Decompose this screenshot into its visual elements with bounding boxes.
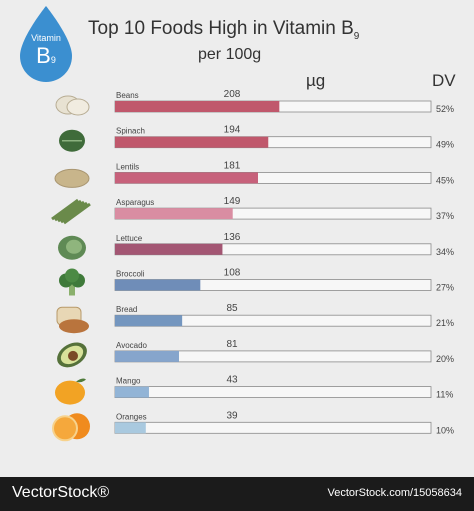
value-label: 181 <box>224 160 241 171</box>
dv-label: 34% <box>436 247 454 257</box>
category-label: Lentils <box>116 162 139 171</box>
value-label: 39 <box>226 410 238 421</box>
dv-label: 11% <box>436 390 453 400</box>
bar <box>115 350 179 362</box>
asparagus-stalk <box>63 202 91 225</box>
category-label: Oranges <box>116 412 147 421</box>
bar <box>115 315 183 327</box>
watermark-bar: VectorStock® VectorStock.com/15058634 <box>0 477 474 511</box>
bar <box>115 386 149 398</box>
lettuce-heart <box>66 239 82 254</box>
dv-label: 37% <box>436 211 454 221</box>
dv-label: 49% <box>436 140 454 150</box>
dv-column-header: DV <box>432 71 456 90</box>
value-label: 149 <box>224 196 241 207</box>
value-label: 194 <box>224 125 241 136</box>
asparagus-stalk <box>51 198 79 221</box>
value-label: 81 <box>226 339 238 350</box>
category-label: Asparagus <box>116 198 154 207</box>
category-label: Broccoli <box>116 270 145 279</box>
watermark-id: VectorStock.com/15058634 <box>327 487 462 499</box>
broccoli-stem <box>69 283 75 296</box>
asparagus-stalk <box>60 201 88 224</box>
bar <box>115 243 223 255</box>
avocado-pit <box>68 350 78 361</box>
value-label: 85 <box>226 303 238 314</box>
water-drop-icon <box>20 6 72 82</box>
category-label: Mango <box>116 377 141 386</box>
dv-label: 20% <box>436 354 454 364</box>
lentils-pile <box>54 168 90 188</box>
category-label: Lettuce <box>116 234 143 243</box>
infographic: Vitamin B9 Top 10 Foods High in Vitamin … <box>20 6 456 442</box>
badge-vitamin-label: Vitamin <box>31 33 61 43</box>
bread-loaf <box>59 319 89 334</box>
bar <box>115 136 269 148</box>
orange-half <box>52 415 78 442</box>
asparagus-stalk <box>54 199 82 222</box>
dv-label: 52% <box>436 104 454 114</box>
bean-shape <box>66 98 90 116</box>
bar <box>115 172 258 184</box>
dv-label: 21% <box>436 318 454 328</box>
dv-label: 27% <box>436 283 454 293</box>
watermark-logo: VectorStock® <box>12 484 110 501</box>
category-label: Bread <box>116 305 137 314</box>
mango-fruit <box>55 380 85 405</box>
broccoli-floret <box>65 268 79 283</box>
category-label: Beans <box>116 91 139 100</box>
mango-leaf <box>76 378 86 383</box>
bar-chart: Beans 208 52% Spinach 194 49% Lentils 181 45% Asp… <box>51 89 454 442</box>
bar <box>115 101 280 112</box>
dv-label: 45% <box>436 175 454 185</box>
chart-title: Top 10 Foods High in Vitamin B9 <box>88 18 360 42</box>
value-label: 208 <box>224 89 241 100</box>
bar-track <box>114 386 432 399</box>
category-label: Spinach <box>116 127 145 136</box>
value-column-header: µg <box>306 71 326 90</box>
dv-label: 10% <box>436 425 454 435</box>
chart-subtitle: per 100g <box>198 46 262 63</box>
bar <box>115 422 146 434</box>
badge-b9-label: B9 <box>36 43 56 68</box>
asparagus-stalk <box>57 200 85 223</box>
bar <box>115 279 201 291</box>
value-label: 43 <box>226 375 238 386</box>
value-label: 108 <box>224 268 241 279</box>
category-label: Avocado <box>116 341 148 350</box>
value-label: 136 <box>224 232 241 243</box>
bar-track <box>114 421 432 434</box>
bar <box>115 208 233 220</box>
